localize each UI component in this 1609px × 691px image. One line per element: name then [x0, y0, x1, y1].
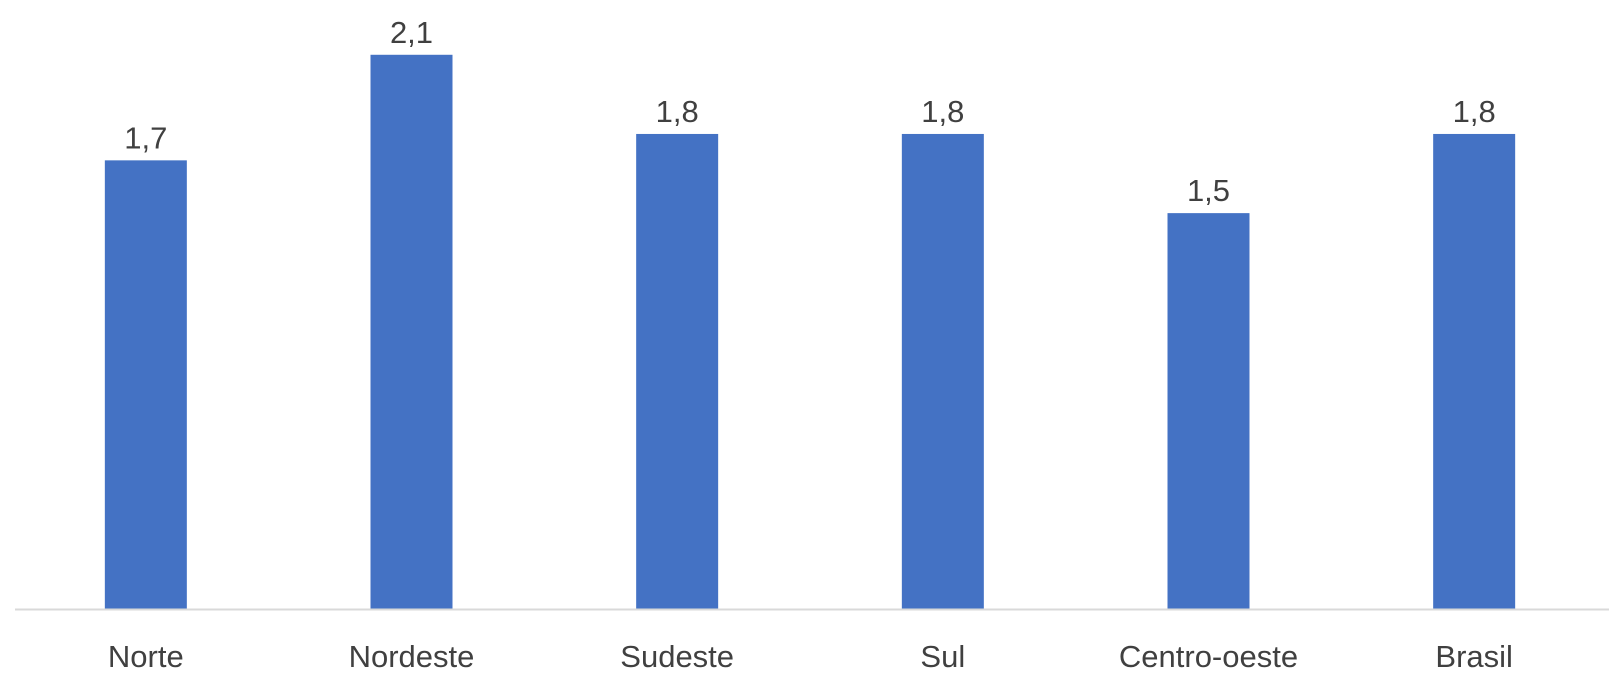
value-label-centro-oeste: 1,5: [1187, 173, 1230, 208]
x-tick-label-brasil: Brasil: [1435, 639, 1513, 674]
x-tick-label-nordeste: Nordeste: [349, 639, 475, 674]
value-label-norte: 1,7: [124, 120, 167, 155]
bar-sul: [901, 133, 984, 609]
bar-centro-oeste: [1167, 213, 1250, 609]
x-tick-label-sul: Sul: [920, 639, 965, 674]
bars-layer: [104, 54, 1516, 610]
bar-nordeste: [370, 54, 453, 610]
value-labels-layer: 1,7 2,1 1,8 1,8 1,5 1,8: [124, 15, 1495, 208]
bar-sudeste: [636, 133, 719, 609]
bar-norte: [104, 160, 187, 609]
x-tick-label-norte: Norte: [108, 639, 184, 674]
x-tick-labels-layer: Norte Nordeste Sudeste Sul Centro-oeste Brasi…: [108, 639, 1513, 674]
x-tick-label-sudeste: Sudeste: [620, 639, 734, 674]
value-label-nordeste: 2,1: [390, 15, 433, 50]
x-tick-label-centro-oeste: Centro-oeste: [1119, 639, 1298, 674]
bar-brasil: [1433, 133, 1516, 609]
value-label-brasil: 1,8: [1453, 94, 1496, 129]
value-label-sul: 1,8: [921, 94, 964, 129]
value-label-sudeste: 1,8: [656, 94, 699, 129]
